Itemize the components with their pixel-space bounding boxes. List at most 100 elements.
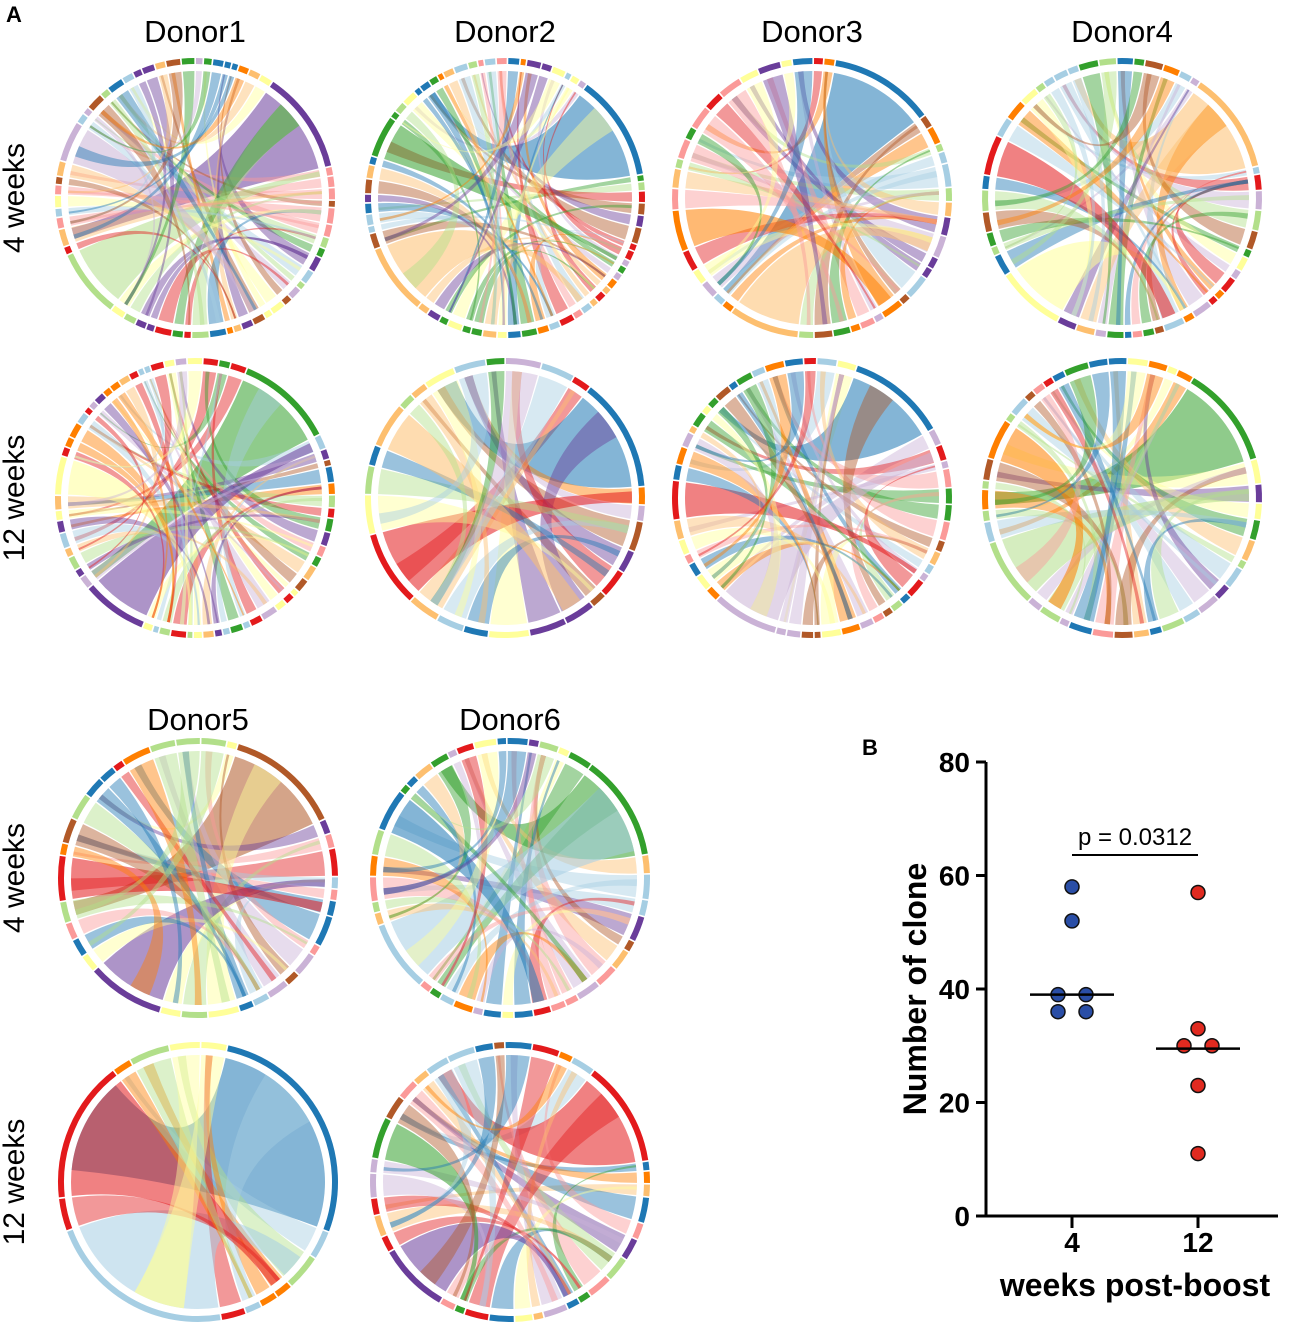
chord-segment xyxy=(261,606,278,620)
chord-ribbon xyxy=(814,373,845,625)
chord-ribbon xyxy=(453,107,613,319)
chord-ribbon xyxy=(384,72,538,242)
chord-ribbon xyxy=(73,756,313,915)
chord-ribbon xyxy=(1018,110,1208,293)
chord-segment xyxy=(1064,362,1089,376)
chord-ribbon xyxy=(76,230,237,319)
chord-segment xyxy=(1107,331,1124,338)
chord-ribbon xyxy=(514,1186,637,1309)
chord-ribbon xyxy=(820,371,929,560)
chord-segment xyxy=(77,412,89,426)
p-value-annotation: p = 0.0312 xyxy=(1078,824,1192,851)
chord-segment xyxy=(986,232,997,247)
chord-segment xyxy=(150,361,165,371)
chord-segment xyxy=(1067,65,1080,75)
chord-segment xyxy=(776,627,787,636)
chord-segment xyxy=(237,744,325,821)
chord-segment xyxy=(71,794,91,820)
chord-segment xyxy=(315,915,333,946)
chord-segment xyxy=(642,874,650,900)
chord-segment xyxy=(159,627,171,636)
chord-ribbon xyxy=(399,1113,637,1173)
chord-ribbon xyxy=(437,386,631,547)
chord-ribbon xyxy=(68,507,314,548)
chord-ribbon xyxy=(100,109,291,290)
chord-segment xyxy=(1145,60,1164,70)
chord-segment xyxy=(101,89,111,99)
chord-ribbon xyxy=(112,399,289,588)
chord-ribbon xyxy=(464,757,591,988)
chord-segment xyxy=(209,328,227,338)
chord-segment xyxy=(160,1007,181,1017)
chord-ribbon xyxy=(996,471,1249,502)
chord-segment xyxy=(624,939,635,952)
chord-ribbon xyxy=(154,752,230,1003)
chord-ribbon xyxy=(534,754,623,945)
chord-ribbon xyxy=(424,1063,567,1131)
chord-segment xyxy=(1198,595,1218,614)
chord-segment xyxy=(941,460,949,469)
chord-ribbon xyxy=(179,371,202,625)
chord-ribbon xyxy=(70,857,323,912)
chord-ribbon xyxy=(540,411,617,612)
chord-segment xyxy=(181,58,195,65)
chord-segment xyxy=(944,504,952,521)
chord-ribbon xyxy=(68,460,192,625)
chord-ribbon xyxy=(1010,71,1117,265)
chord-ribbon xyxy=(537,79,619,261)
chord-ribbon xyxy=(430,371,505,606)
chord-segment xyxy=(1005,272,1060,322)
chord-ribbon xyxy=(745,387,939,519)
chord-segment xyxy=(1024,390,1036,402)
chord-segment xyxy=(59,1198,73,1231)
data-point-week12 xyxy=(1190,884,1206,901)
chord-segment xyxy=(103,387,113,397)
chord-ribbon xyxy=(498,87,570,326)
chord-segment xyxy=(391,111,400,121)
chord-segment xyxy=(613,271,622,281)
chord-segment xyxy=(58,228,70,247)
chord-segment xyxy=(1043,377,1055,388)
chord-ribbon xyxy=(1062,84,1249,209)
chord-ribbon xyxy=(688,162,920,268)
chord-segment xyxy=(208,1006,240,1018)
chord-segment xyxy=(682,432,694,448)
chord-segment xyxy=(1095,329,1107,338)
chord-segment xyxy=(1076,324,1095,336)
y-tick-label: 40 xyxy=(939,974,970,1005)
chord-ribbon xyxy=(997,509,1247,539)
chord-segment xyxy=(133,69,143,78)
chord-ribbon xyxy=(378,495,594,592)
chord-segment xyxy=(713,293,726,305)
chord-ribbon xyxy=(685,482,917,574)
chord-segment xyxy=(454,359,486,374)
chord-ribbon xyxy=(383,1195,572,1295)
chord-segment xyxy=(94,393,106,405)
chord-segment xyxy=(927,126,941,145)
chord-segment xyxy=(988,420,1011,460)
chord-ribbon xyxy=(1015,393,1081,583)
chord-segment xyxy=(638,182,645,191)
chord-segment xyxy=(379,791,405,831)
chord-segment xyxy=(591,1070,649,1161)
chord-ribbon xyxy=(696,524,928,558)
chord-segment xyxy=(368,225,376,233)
chord-ribbon xyxy=(703,115,845,322)
chord-ribbon xyxy=(410,793,588,983)
row-label-top-4-weeks: 4 weeks xyxy=(0,143,31,253)
chord-segment xyxy=(984,136,1002,176)
chord-ribbon xyxy=(695,212,938,265)
chord-ribbon xyxy=(731,95,927,263)
chord-segment xyxy=(621,1238,638,1260)
data-point-week4 xyxy=(1078,1003,1094,1020)
chord-segment xyxy=(564,602,593,624)
chord-segment xyxy=(924,563,934,575)
chord-ribbon xyxy=(443,84,554,317)
chord-segment xyxy=(672,168,681,188)
chord-segment xyxy=(982,175,990,190)
chord-ribbon xyxy=(464,375,632,504)
chord-ribbon xyxy=(71,1195,280,1282)
chord-ribbon xyxy=(182,751,304,966)
chord-ribbon xyxy=(103,879,325,1000)
chord-segment xyxy=(294,577,308,592)
